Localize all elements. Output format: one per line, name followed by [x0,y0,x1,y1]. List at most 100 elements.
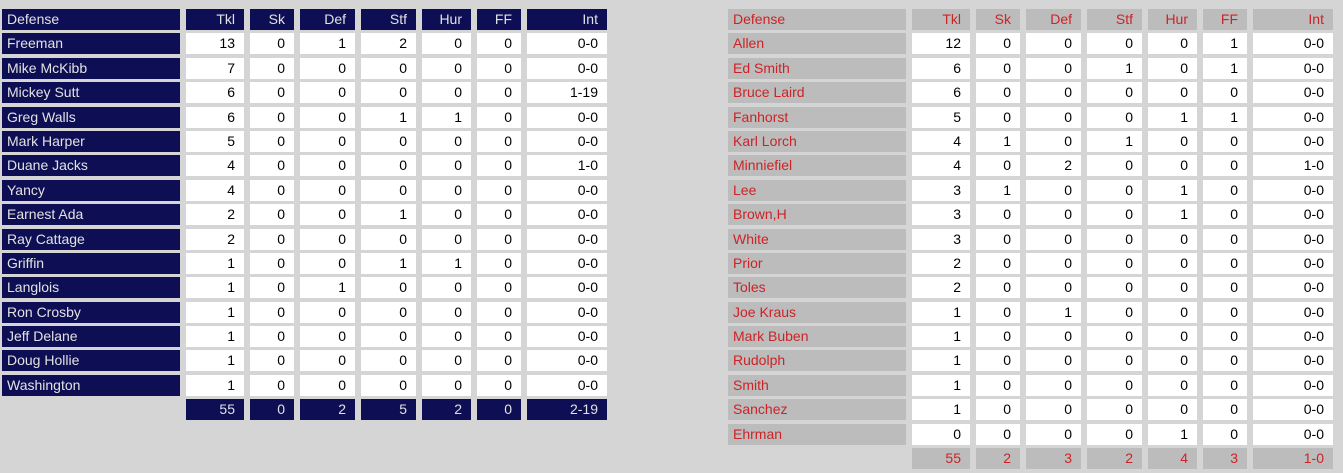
player-name-cell[interactable]: Mickey Sutt [2,82,180,104]
stat-cell: 0 [422,130,471,152]
stat-cell: 0 [250,374,294,396]
stat-cell: 0-0 [527,33,607,55]
stat-cell: 1 [361,106,416,128]
stat-cell: 0 [976,277,1020,299]
stat-cell: 0 [250,252,294,274]
player-name-cell[interactable]: Lee [728,179,906,201]
stat-cell: 0-0 [1253,228,1333,250]
stat-cell: 0 [1087,155,1142,177]
stat-cell: 1 [1148,423,1197,445]
total-stat-cell: 2 [976,448,1020,470]
player-name-cell[interactable]: Smith [728,374,906,396]
stat-cell: 1 [1148,106,1197,128]
stat-cell: 0 [361,350,416,372]
stat-cell: 0 [1026,228,1081,250]
player-name-cell[interactable]: Griffin [2,252,180,274]
total-stat-cell: 2 [1087,448,1142,470]
player-name-cell[interactable]: Allen [728,33,906,55]
defense-table-right: Defense Tkl Sk Def Stf Hur FF Int Allen 12 0 0 0 0 1 0-… [728,9,1333,470]
player-name-cell[interactable]: Duane Jacks [2,155,180,177]
player-name-cell[interactable]: Langlois [2,277,180,299]
stat-cell: 0 [422,57,471,79]
stat-cell: 0 [422,228,471,250]
column-header-int: Int [1253,9,1333,30]
stat-cell: 1-0 [527,155,607,177]
player-name-cell[interactable]: Prior [728,252,906,274]
player-name-cell[interactable]: Brown,H [728,204,906,226]
total-stat-cell: 0 [477,399,521,421]
stat-cell: 0 [250,277,294,299]
player-name-cell[interactable]: Mark Buben [728,326,906,348]
stat-cell: 0 [1148,399,1197,421]
player-name-cell[interactable]: White [728,228,906,250]
stat-cell: 0-0 [1253,57,1333,79]
stat-cell: 0 [250,155,294,177]
stat-cell: 0 [1087,277,1142,299]
stat-cell: 0 [477,326,521,348]
stat-cell: 0 [1026,350,1081,372]
stat-cell: 0 [422,350,471,372]
stat-cell: 0 [300,179,355,201]
player-name-cell[interactable]: Earnest Ada [2,204,180,226]
stat-cell: 0 [1203,423,1247,445]
player-name-cell[interactable]: Jeff Delane [2,326,180,348]
stat-cell: 0-0 [1253,399,1333,421]
stat-cell: 0 [1026,130,1081,152]
stat-cell: 0 [1203,277,1247,299]
stat-cell: 0 [422,277,471,299]
stat-cell: 0 [361,228,416,250]
stat-cell: 3 [912,204,970,226]
stat-cell: 0 [1026,204,1081,226]
player-name-cell[interactable]: Ed Smith [728,57,906,79]
player-name-cell[interactable]: Fanhorst [728,106,906,128]
stat-cell: 1 [300,33,355,55]
stat-cell: 0 [250,130,294,152]
stat-cell: 6 [186,106,244,128]
player-name-cell[interactable]: Doug Hollie [2,350,180,372]
player-name-cell[interactable]: Bruce Laird [728,82,906,104]
stat-cell: 0 [1148,57,1197,79]
player-name-cell[interactable]: Ray Cattage [2,228,180,250]
player-name-cell[interactable]: Ehrman [728,423,906,445]
player-name-cell[interactable]: Minniefiel [728,155,906,177]
stat-cell: 0 [912,423,970,445]
stat-cell: 0 [1203,228,1247,250]
stat-cell: 0 [1026,82,1081,104]
stat-cell: 0 [250,106,294,128]
player-name-cell[interactable]: Yancy [2,179,180,201]
stat-cell: 0-0 [527,277,607,299]
stat-cell: 0-0 [527,350,607,372]
player-name-cell[interactable]: Washington [2,374,180,396]
stat-cell: 0-0 [1253,252,1333,274]
player-name-cell[interactable]: Mark Harper [2,130,180,152]
player-name-cell[interactable]: Greg Walls [2,106,180,128]
stat-cell: 0 [1203,204,1247,226]
column-header-sk: Sk [976,9,1020,30]
stat-cell: 0 [1026,179,1081,201]
stat-cell: 0-0 [1253,326,1333,348]
stat-cell: 0 [300,301,355,323]
stat-cell: 0 [1026,326,1081,348]
player-name-cell[interactable]: Karl Lorch [728,130,906,152]
player-name-cell[interactable]: Joe Kraus [728,301,906,323]
player-name-cell[interactable]: Rudolph [728,350,906,372]
player-name-cell[interactable]: Sanchez [728,399,906,421]
totals-spacer [2,399,180,420]
stat-cell: 0 [477,252,521,274]
stat-cell: 0 [1087,82,1142,104]
stat-cell: 0 [976,228,1020,250]
stat-cell: 0 [1148,326,1197,348]
total-stat-cell: 55 [186,399,244,421]
player-name-cell[interactable]: Ron Crosby [2,301,180,323]
stat-cell: 1 [912,326,970,348]
stat-cell: 0 [1026,423,1081,445]
column-header-ff: FF [1203,9,1247,30]
player-name-cell[interactable]: Toles [728,277,906,299]
stat-cell: 1 [1203,57,1247,79]
player-name-cell[interactable]: Mike McKibb [2,57,180,79]
stat-cell: 0 [1026,33,1081,55]
player-name-cell[interactable]: Freeman [2,33,180,55]
stat-cell: 0 [361,57,416,79]
stat-cell: 0 [1087,423,1142,445]
stat-cell: 0 [1148,155,1197,177]
